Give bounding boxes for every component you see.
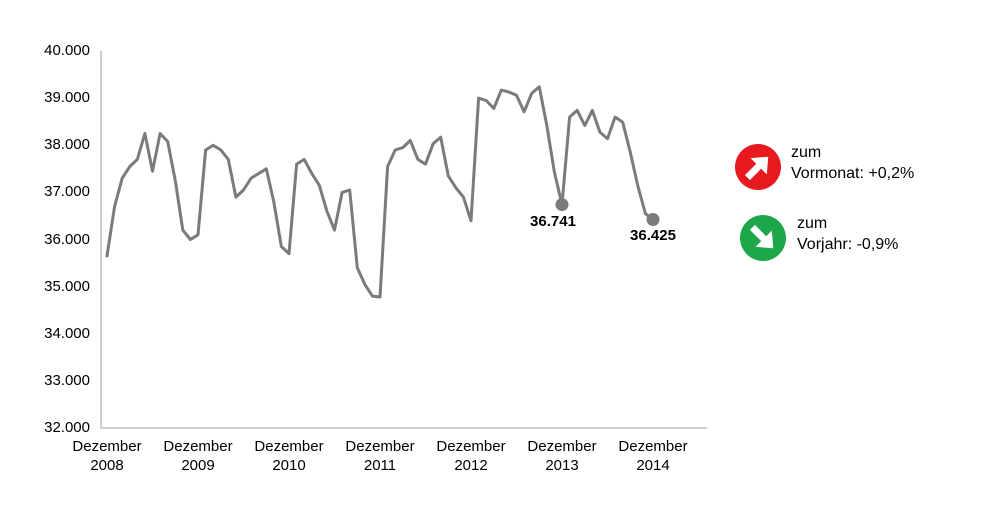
x-axis-tick-label: Dezember 2012 xyxy=(436,438,506,474)
y-axis-tick-label: 34.000 xyxy=(44,324,90,342)
legend-vorjahr-line2: Vorjahr: -0,9% xyxy=(797,236,899,253)
data-point-value-label: 36.425 xyxy=(630,227,676,245)
data-series-line xyxy=(105,85,655,299)
y-axis-tick-label: 35.000 xyxy=(44,277,90,295)
y-axis-tick-label: 37.000 xyxy=(44,183,90,201)
arrow-up-right-icon xyxy=(735,144,781,190)
y-axis-tick-label: 38.000 xyxy=(44,136,90,154)
x-axis-tick-label: Dezember 2008 xyxy=(72,438,142,474)
data-point-marker xyxy=(555,198,569,212)
x-axis-tick-label: Dezember 2014 xyxy=(618,438,688,474)
arrow-down-right-icon xyxy=(740,215,786,261)
legend-vorjahr-line1: zum xyxy=(797,215,828,232)
data-point-marker xyxy=(646,212,660,226)
x-axis-tick-label: Dezember 2011 xyxy=(345,438,415,474)
y-axis-tick-label: 39.000 xyxy=(44,89,90,107)
data-point-value-label: 36.741 xyxy=(530,212,576,230)
legend-vormonat-line1: zum xyxy=(791,144,822,161)
y-axis-tick-label: 32.000 xyxy=(44,419,90,436)
x-axis-tick-label: Dezember 2010 xyxy=(254,438,324,474)
y-axis-tick-label: 36.000 xyxy=(44,230,90,248)
x-axis-tick-label: Dezember 2009 xyxy=(163,438,233,474)
legend-item-vormonat: zum Vormonat: +0,2% xyxy=(735,144,914,190)
legend-vormonat-line2: Vormonat: +0,2% xyxy=(791,165,915,182)
x-axis-tick-label: Dezember 2013 xyxy=(527,438,597,474)
y-axis-tick-label: 33.000 xyxy=(44,371,90,389)
legend-item-vorjahr: zum Vorjahr: -0,9% xyxy=(740,215,898,261)
y-axis-tick-label: 40.000 xyxy=(44,42,90,59)
